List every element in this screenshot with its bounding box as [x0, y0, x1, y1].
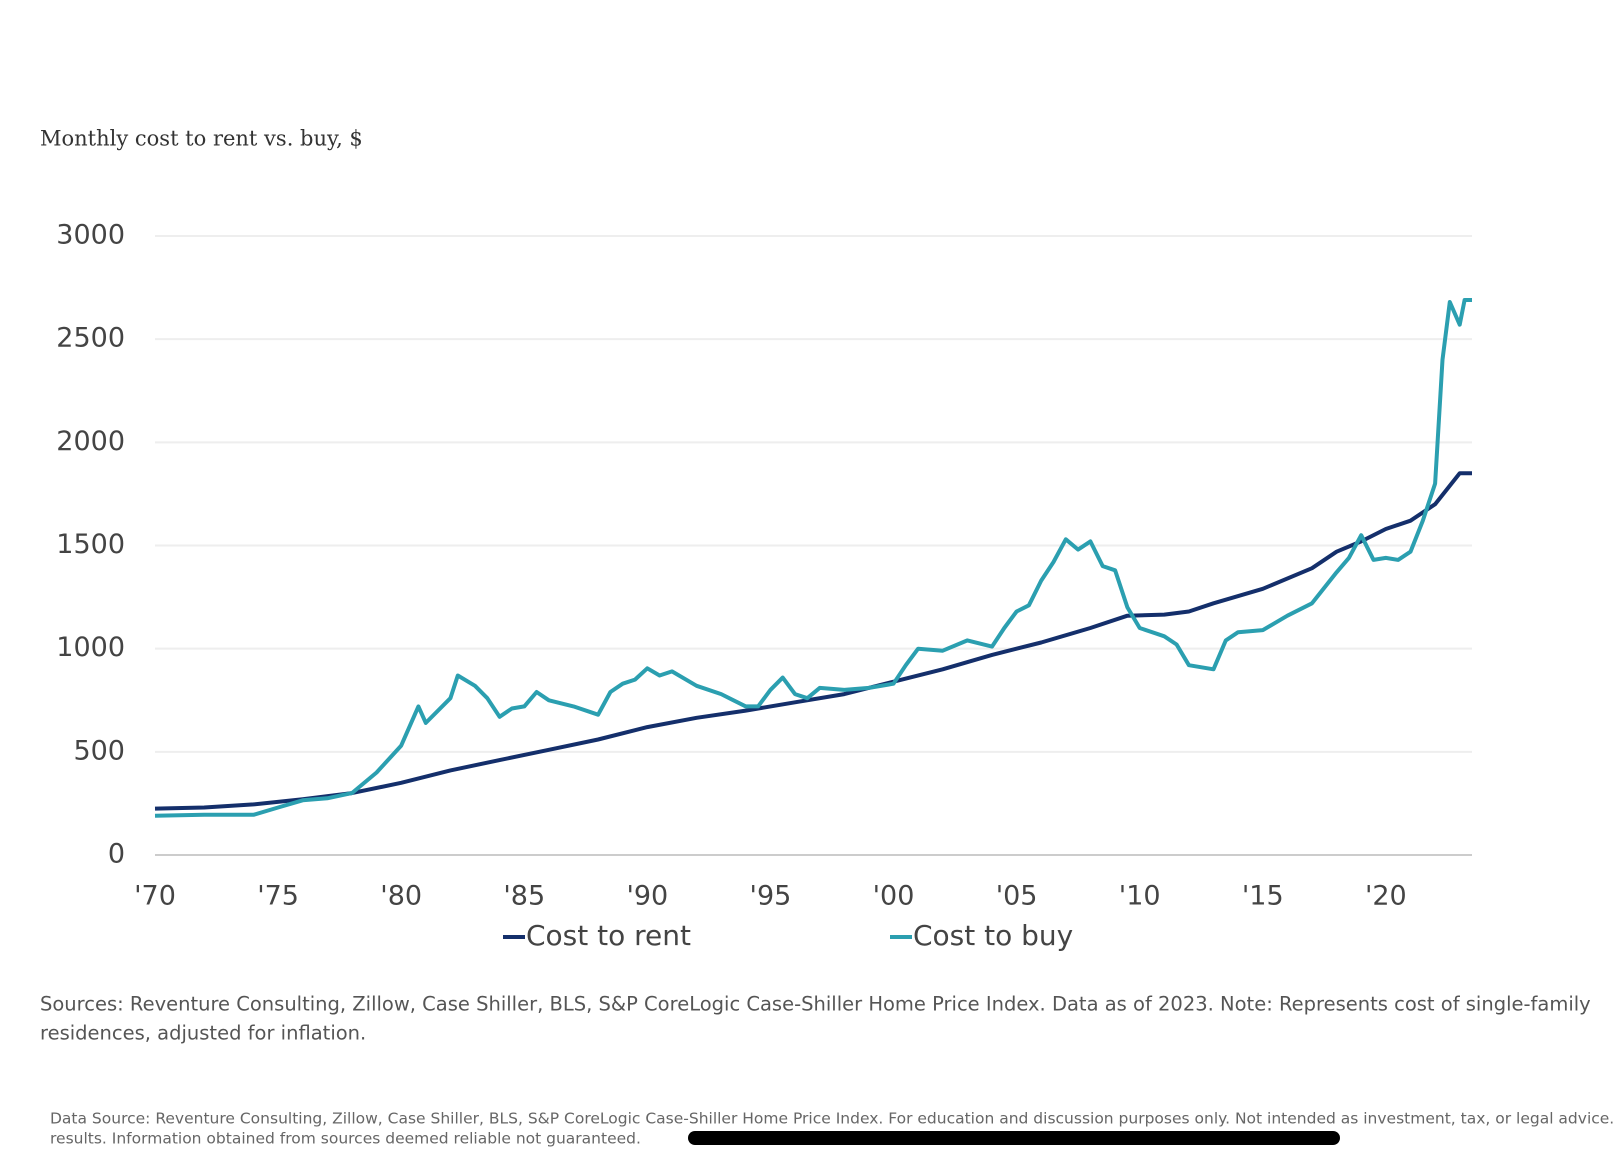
y-tick-label: 1000 — [56, 632, 125, 663]
line-series — [154, 471, 1472, 811]
x-tick-label: '15 — [1242, 881, 1284, 912]
x-tick-label: '80 — [380, 881, 422, 912]
x-tick-label: '10 — [1119, 881, 1161, 912]
y-tick-label: 3000 — [56, 220, 125, 251]
legend-label: Cost to rent — [526, 919, 691, 952]
y-tick-label: 1500 — [56, 529, 125, 560]
y-tick-label: 500 — [73, 735, 125, 766]
y-tick-label: 2500 — [56, 323, 125, 354]
x-tick-label: '05 — [996, 881, 1038, 912]
footer: results. Information obtained from sourc… — [50, 1130, 641, 1148]
legend-label: Cost to buy — [913, 919, 1073, 952]
x-tick-label: '95 — [750, 881, 792, 912]
x-tick-label: '20 — [1365, 881, 1407, 912]
note: residences, adjusted for inflation. — [40, 1022, 366, 1045]
y-tick-label: 0 — [108, 839, 125, 870]
home-indicator — [688, 1131, 1340, 1145]
note: Sources: Reventure Consulting, Zillow, C… — [40, 993, 1591, 1016]
x-tick-label: '90 — [626, 881, 668, 912]
x-tick-label: '00 — [873, 881, 915, 912]
chart-title: Monthly cost to rent vs. buy, $ — [40, 127, 363, 151]
x-tick-label: '85 — [503, 881, 545, 912]
x-tick-label: '75 — [257, 881, 299, 912]
y-tick-label: 2000 — [56, 426, 125, 457]
x-tick-label: '70 — [134, 881, 176, 912]
footer: Data Source: Reventure Consulting, Zillo… — [50, 1110, 1620, 1128]
line-series — [154, 298, 1472, 818]
